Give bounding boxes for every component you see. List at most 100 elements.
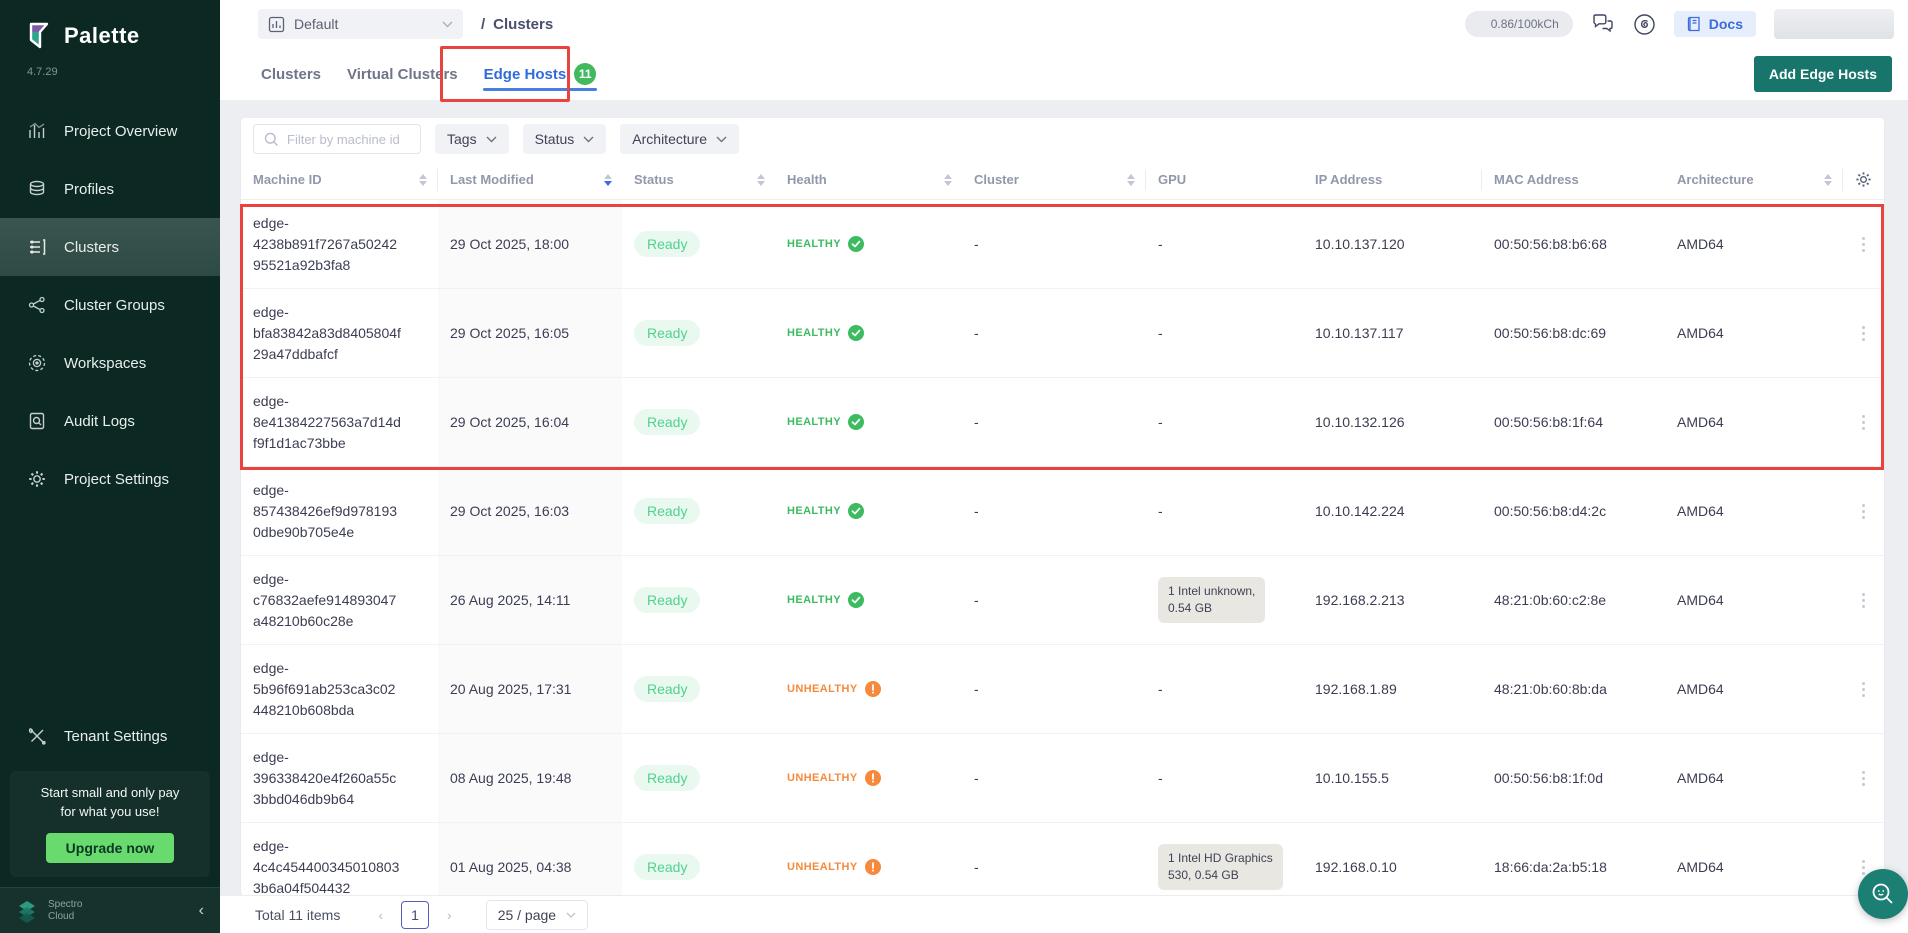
filter-dropdown-architecture[interactable]: Architecture xyxy=(620,124,739,154)
column-header-cluster[interactable]: Cluster xyxy=(962,168,1146,191)
chat-button[interactable] xyxy=(1591,13,1615,35)
sort-carets-icon[interactable] xyxy=(757,173,765,186)
gpu-cell: - xyxy=(1158,325,1163,341)
table-row[interactable]: edge-4c4c4544003450108033b6a04f504432 01… xyxy=(241,823,1884,896)
table-row[interactable]: edge-4238b891f7267a5024295521a92b3fa8 29… xyxy=(241,200,1884,289)
page-number[interactable]: 1 xyxy=(401,900,430,929)
sidebar-item-cluster-groups[interactable]: Cluster Groups xyxy=(0,276,220,334)
sort-carets-icon[interactable] xyxy=(604,173,612,186)
mac-cell: 18:66:da:2a:b5:18 xyxy=(1494,859,1607,875)
page-size-select[interactable]: 25 / page xyxy=(485,899,589,930)
kebab-menu-icon[interactable] xyxy=(1843,859,1884,875)
row-actions-cell xyxy=(1843,236,1884,252)
kebab-menu-icon[interactable] xyxy=(1843,414,1884,430)
mac-cell: 00:50:56:b8:dc:69 xyxy=(1494,325,1607,341)
status-badge: Ready xyxy=(634,231,701,257)
book-icon xyxy=(1687,16,1702,32)
kebab-menu-icon[interactable] xyxy=(1843,770,1884,786)
sidebar-item-workspaces[interactable]: Workspaces xyxy=(0,334,220,392)
tabs-row: Clusters Virtual Clusters Edge Hosts 11 Add… xyxy=(220,48,1908,100)
kebab-menu-icon[interactable] xyxy=(1843,503,1884,519)
chevron-down-icon xyxy=(442,21,453,28)
column-header-status[interactable]: Status xyxy=(622,169,775,191)
promo-line1: Start small and only pay xyxy=(40,785,180,800)
filter-dropdown-status[interactable]: Status xyxy=(522,124,607,154)
sidebar-item-tenant-settings[interactable]: Tenant Settings xyxy=(0,707,220,765)
sort-carets-icon[interactable] xyxy=(419,173,427,186)
ip-cell: 192.168.0.10 xyxy=(1315,859,1397,875)
health-cell: HEALTHY xyxy=(775,236,962,252)
spectro-cloud-logo-icon xyxy=(14,898,40,924)
check-circle-icon xyxy=(847,414,864,430)
project-selector[interactable]: Default xyxy=(258,9,463,39)
machine-id-cell: edge-c76832aefe914893047a48210b60c28e xyxy=(253,570,397,629)
machine-id-cell: edge-8e41384227563a7d14df9f1d1ac73bbe xyxy=(253,392,401,451)
table-row[interactable]: edge-857438426ef9d9781930dbe90b705e4e 29… xyxy=(241,467,1884,556)
tab-clusters[interactable]: Clusters xyxy=(261,65,322,83)
help-search-fab[interactable] xyxy=(1858,869,1908,919)
sidebar-item-profiles[interactable]: Profiles xyxy=(0,160,220,218)
column-header-architecture[interactable]: Architecture xyxy=(1665,168,1843,191)
kebab-menu-icon[interactable] xyxy=(1843,236,1884,252)
upgrade-now-button[interactable]: Upgrade now xyxy=(45,833,175,863)
user-menu-redacted[interactable] xyxy=(1774,9,1894,39)
breadcrumb-page[interactable]: Clusters xyxy=(493,15,554,33)
kebab-menu-icon[interactable] xyxy=(1843,592,1884,608)
last-modified-cell: 29 Oct 2025, 16:03 xyxy=(438,467,622,555)
arch-cell: AMD64 xyxy=(1677,414,1724,430)
arch-cell: AMD64 xyxy=(1677,503,1724,519)
palette-logo-icon xyxy=(24,20,54,52)
table-row[interactable]: edge-c76832aefe914893047a48210b60c28e 26… xyxy=(241,556,1884,645)
sidebar-item-project-overview[interactable]: Project Overview xyxy=(0,102,220,160)
cluster-cell: - xyxy=(974,592,979,608)
ip-cell: 10.10.137.120 xyxy=(1315,236,1405,252)
cluster-cell: - xyxy=(974,236,979,252)
sidebar-item-label: Workspaces xyxy=(64,354,147,372)
table-row[interactable]: edge-8e41384227563a7d14df9f1d1ac73bbe 29… xyxy=(241,378,1884,467)
pagination-bar: Total 11 items ‹ 1 › 25 / page xyxy=(220,896,1908,933)
status-badge: Ready xyxy=(634,320,701,346)
machine-id-filter-input[interactable] xyxy=(287,131,405,147)
workspace-icon xyxy=(26,352,48,374)
ip-cell: 192.168.2.213 xyxy=(1315,592,1405,608)
sidebar-nav: Project Overview Profiles Clusters Cluster … xyxy=(0,102,220,508)
filter-dropdown-tags[interactable]: Tags xyxy=(435,124,509,154)
health-cell: HEALTHY xyxy=(775,592,962,608)
sidebar-item-project-settings[interactable]: Project Settings xyxy=(0,450,220,508)
next-page-chevron-icon[interactable]: › xyxy=(443,907,456,923)
table-row[interactable]: edge-396338420e4f260a55c3bbd046db9b64 08… xyxy=(241,734,1884,823)
network-icon xyxy=(26,294,48,316)
sort-carets-icon[interactable] xyxy=(1127,173,1135,186)
gpu-cell: - xyxy=(1158,414,1163,430)
filter-bar: Tags Status Architecture xyxy=(241,118,1884,160)
cluster-cell: - xyxy=(974,859,979,875)
status-badge: Ready xyxy=(634,409,701,435)
compass-icon[interactable] xyxy=(1633,13,1656,36)
check-circle-icon xyxy=(847,325,864,341)
add-edge-hosts-button[interactable]: Add Edge Hosts xyxy=(1753,56,1892,92)
sidebar-item-clusters[interactable]: Clusters xyxy=(0,218,220,276)
status-badge: Ready xyxy=(634,498,701,524)
table-row[interactable]: edge-5b96f691ab253ca3c02448210b608bda 20… xyxy=(241,645,1884,734)
tab-virtual-clusters[interactable]: Virtual Clusters xyxy=(347,65,458,83)
sidebar: Palette 4.7.29 Project Overview Profiles C… xyxy=(0,0,220,933)
tab-edge-hosts[interactable]: Edge Hosts 11 xyxy=(481,48,600,100)
health-cell: UNHEALTHY xyxy=(775,770,962,786)
sidebar-item-audit-logs[interactable]: Audit Logs xyxy=(0,392,220,450)
kebab-menu-icon[interactable] xyxy=(1843,325,1884,341)
health-cell: HEALTHY xyxy=(775,503,962,519)
sort-carets-icon[interactable] xyxy=(1824,173,1832,186)
column-header-last-modified[interactable]: Last Modified xyxy=(438,169,622,191)
row-actions-cell xyxy=(1843,414,1884,430)
machine-id-cell: edge-5b96f691ab253ca3c02448210b608bda xyxy=(253,659,396,718)
sidebar-collapse-chevron-icon[interactable]: ‹ xyxy=(198,901,204,919)
kebab-menu-icon[interactable] xyxy=(1843,681,1884,697)
docs-button[interactable]: Docs xyxy=(1673,11,1756,37)
column-settings-gear-icon[interactable] xyxy=(1843,170,1884,189)
column-header-health[interactable]: Health xyxy=(775,169,962,191)
prev-page-chevron-icon[interactable]: ‹ xyxy=(374,907,387,923)
column-header-machine-id[interactable]: Machine ID xyxy=(241,168,438,191)
table-row[interactable]: edge-bfa83842a83d8405804f29a47ddbafcf 29… xyxy=(241,289,1884,378)
health-cell: HEALTHY xyxy=(775,325,962,341)
sort-carets-icon[interactable] xyxy=(944,173,952,186)
